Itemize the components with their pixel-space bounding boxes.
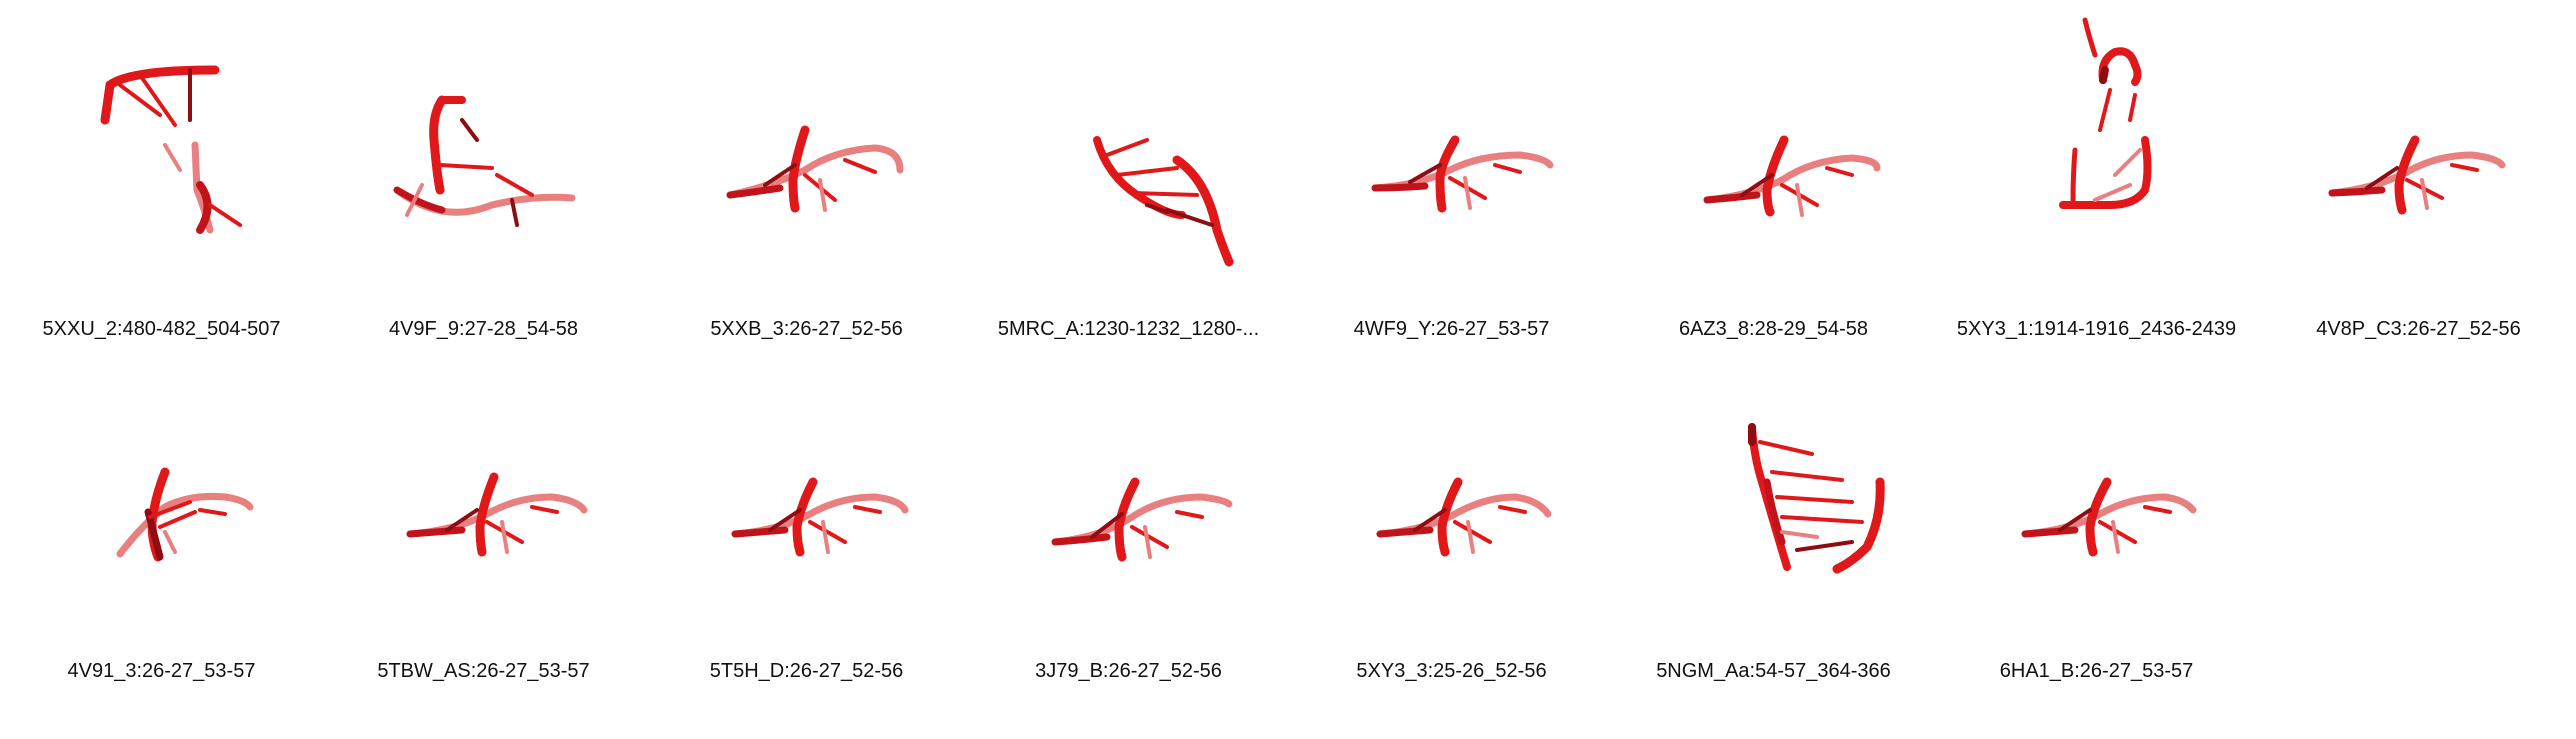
kink-structure-icon bbox=[406, 472, 588, 557]
rna-structure-image bbox=[0, 0, 322, 270]
kink-structure-icon bbox=[726, 125, 904, 213]
rna-structure-image bbox=[322, 343, 645, 612]
rna-structure-image bbox=[1935, 343, 2257, 612]
structure-panel-5: 4WF9_Y:26-27_53-57 bbox=[1290, 0, 1612, 340]
loop-structure-icon bbox=[2059, 17, 2152, 209]
helix-structure-icon bbox=[1748, 423, 1885, 574]
structure-panel-6: 6AZ3_8:28-29_54-58 bbox=[1612, 0, 1935, 340]
structure-label: 4WF9_Y:26-27_53-57 bbox=[1353, 318, 1550, 340]
structure-label: 5TBW_AS:26-27_53-57 bbox=[377, 660, 590, 682]
rna-structure-image bbox=[1290, 0, 1612, 270]
structure-panel-13: 5XY3_3:25-26_52-56 bbox=[1290, 343, 1612, 682]
structure-label: 5XY3_1:1914-1916_2436-2439 bbox=[1956, 318, 2237, 340]
kink-structure-icon bbox=[731, 477, 909, 557]
rna-structure-image bbox=[645, 0, 967, 270]
structure-label: 5XXU_2:480-482_504-507 bbox=[42, 318, 281, 340]
structure-label: 6HA1_B:26-27_53-57 bbox=[1999, 660, 2194, 682]
rna-structure-image bbox=[1935, 0, 2257, 270]
rna-structure-image bbox=[0, 343, 322, 612]
structure-panel-9: 4V91_3:26-27_53-57 bbox=[0, 343, 322, 682]
structure-panel-7: 5XY3_1:1914-1916_2436-2439 bbox=[1935, 0, 2257, 340]
kink-structure-icon bbox=[2328, 135, 2506, 215]
structure-label: 5XY3_3:25-26_52-56 bbox=[1356, 660, 1547, 682]
rna-structure-image bbox=[967, 343, 1290, 612]
rna-structure-image bbox=[322, 0, 645, 270]
structure-panel-10: 5TBW_AS:26-27_53-57 bbox=[322, 343, 645, 682]
structure-label: 4V91_3:26-27_53-57 bbox=[67, 660, 256, 682]
structure-panel-11: 5T5H_D:26-27_52-56 bbox=[645, 343, 967, 682]
kink-structure-icon bbox=[1376, 477, 1552, 557]
rna-structure-image bbox=[2257, 0, 2576, 270]
structure-panel-14: 5NGM_Aa:54-57_364-366 bbox=[1612, 343, 1935, 682]
hairpin-structure-icon bbox=[100, 65, 242, 234]
kink-structure-icon bbox=[2021, 477, 2197, 557]
rna-structure-image bbox=[645, 343, 967, 612]
helix-structure-icon bbox=[1093, 136, 1234, 267]
structure-panel-1: 5XXU_2:480-482_504-507 bbox=[0, 0, 322, 340]
structure-label: 3J79_B:26-27_52-56 bbox=[1035, 660, 1222, 682]
hook-structure-icon bbox=[393, 95, 576, 227]
kink-structure-icon bbox=[1051, 477, 1233, 562]
structure-label: 5XXB_3:26-27_52-56 bbox=[710, 318, 903, 340]
structure-panel-8: 4V8P_C3:26-27_52-56 bbox=[2257, 0, 2576, 340]
structure-panel-12: 3J79_B:26-27_52-56 bbox=[967, 343, 1290, 682]
kink-structure-icon bbox=[116, 467, 254, 562]
structure-label: 6AZ3_8:28-29_54-58 bbox=[1678, 318, 1869, 340]
kink-structure-icon bbox=[1371, 135, 1554, 213]
structure-label: 4V8P_C3:26-27_52-56 bbox=[2316, 318, 2521, 340]
structure-label: 5NGM_Aa:54-57_364-366 bbox=[1656, 660, 1891, 682]
structure-panel-4: 5MRC_A:1230-1232_1280-... bbox=[967, 0, 1290, 340]
rna-structure-image bbox=[967, 0, 1290, 270]
structure-panel-2: 4V9F_9:27-28_54-58 bbox=[322, 0, 645, 340]
rna-structure-image bbox=[1612, 0, 1935, 270]
structure-panel-15: 6HA1_B:26-27_53-57 bbox=[1935, 343, 2257, 682]
structure-panel-3: 5XXB_3:26-27_52-56 bbox=[645, 0, 967, 340]
structure-label: 5MRC_A:1230-1232_1280-... bbox=[997, 318, 1260, 340]
rna-structure-image bbox=[1612, 343, 1935, 612]
kink-structure-icon bbox=[1703, 135, 1881, 217]
rna-structure-image bbox=[1290, 343, 1612, 612]
structure-label: 5T5H_D:26-27_52-56 bbox=[709, 660, 904, 682]
structure-label: 4V9F_9:27-28_54-58 bbox=[388, 318, 579, 340]
